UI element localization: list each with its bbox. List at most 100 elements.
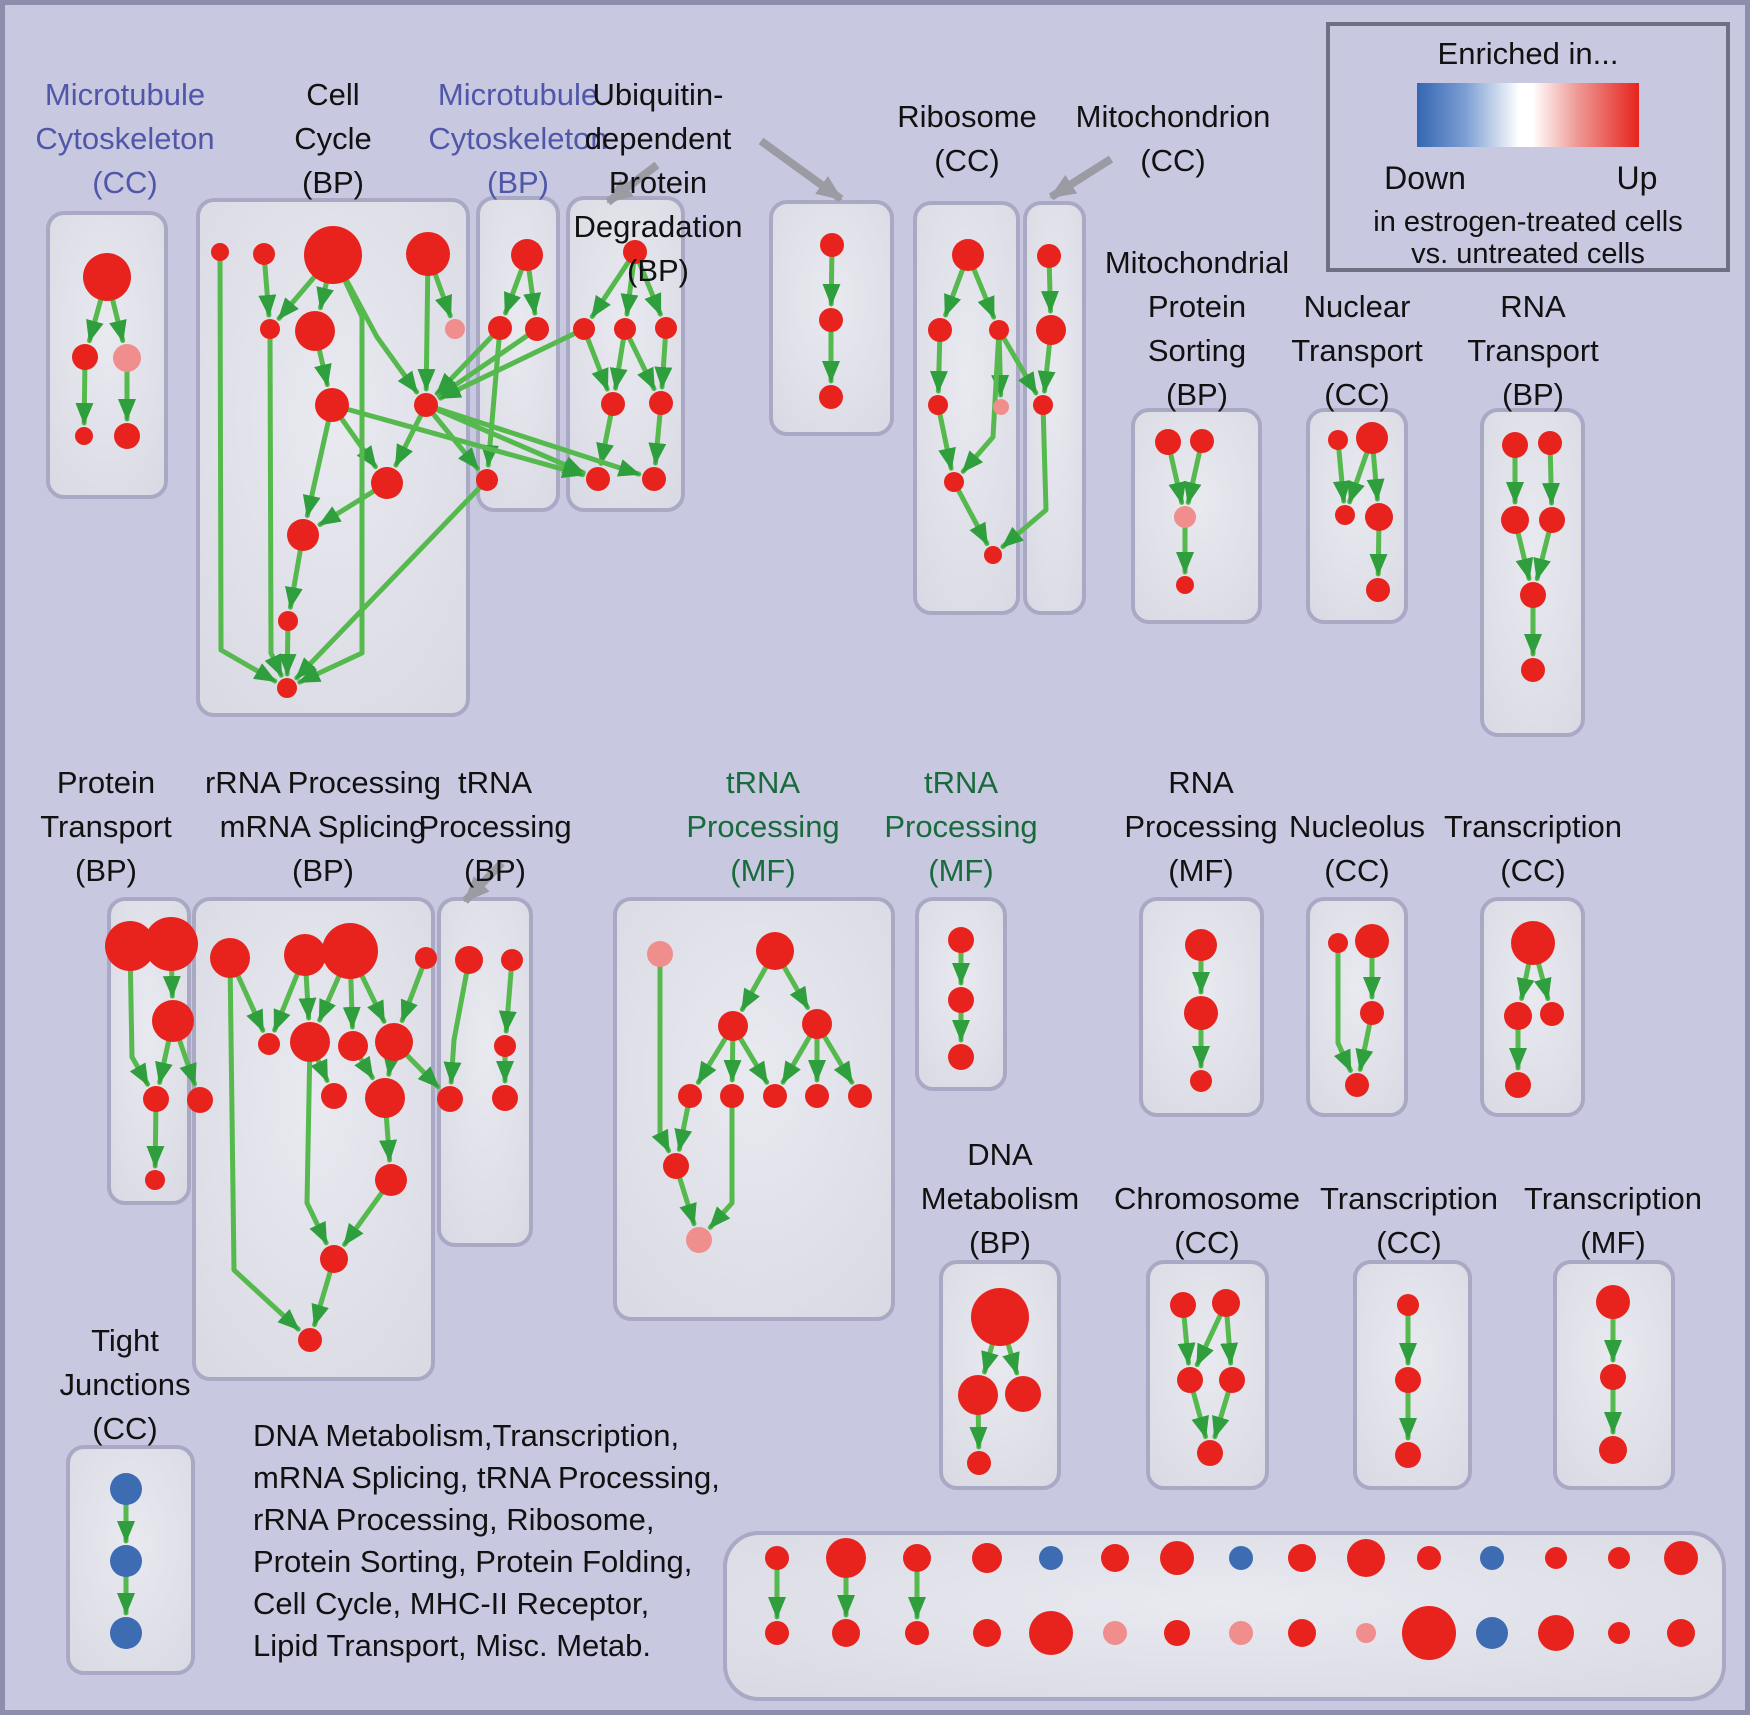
go-term-node [290, 1022, 330, 1062]
go-term-node [414, 393, 438, 417]
go-term-node [1356, 1623, 1376, 1643]
go-term-node [972, 1543, 1002, 1573]
go-term-node [601, 392, 625, 416]
go-term-node [1476, 1617, 1508, 1649]
edge [996, 327, 1039, 396]
go-term-node [1402, 1606, 1456, 1660]
go-term-node [365, 1078, 405, 1118]
go-term-node [494, 1035, 516, 1057]
go-term-node [321, 1083, 347, 1109]
go-term-node [952, 239, 984, 271]
go-term-node [655, 317, 677, 339]
network-diagram [46, 137, 1726, 1701]
go-term-node [1511, 921, 1555, 965]
go-term-node [295, 311, 335, 351]
go-term-node [375, 1023, 413, 1061]
label-pointer-arrow-icon [462, 860, 505, 904]
go-term-node [501, 949, 523, 971]
go-term-node [83, 253, 131, 301]
cluster-label-cell_cycle: Cell Cycle (BP) [294, 77, 372, 200]
cluster-label-transcription_cc2: Transcription (CC) [1443, 809, 1623, 888]
cluster-label-mito: Mitochondrion (CC) [1075, 99, 1271, 178]
go-term-node [152, 1000, 194, 1042]
go-term-node [1160, 1541, 1194, 1575]
go-term-node [848, 1084, 872, 1108]
legend-down-label: Down [1384, 160, 1466, 196]
go-term-node [1229, 1546, 1253, 1570]
go-term-node [1501, 506, 1529, 534]
go-term-node [1395, 1442, 1421, 1468]
cluster-box-transcription_cc2 [1480, 897, 1585, 1117]
edge [294, 477, 490, 681]
go-term-node [1176, 576, 1194, 594]
go-term-node [832, 1619, 860, 1647]
go-term-node [105, 921, 155, 971]
cluster-label-nucleolus: Nucleolus (CC) [1288, 809, 1426, 888]
go-term-node [114, 423, 140, 449]
go-term-node [1540, 1002, 1564, 1026]
edge [227, 955, 301, 1332]
go-term-node [765, 1621, 789, 1645]
go-term-node [1190, 429, 1214, 453]
go-term-node [284, 934, 326, 976]
go-term-node [1521, 658, 1545, 682]
go-term-node [298, 1328, 322, 1352]
cluster-label-mito_sort: Mitochondrial Protein Sorting (BP) [1104, 245, 1290, 412]
go-term-node [686, 1227, 712, 1253]
go-term-node [1600, 1364, 1626, 1390]
go-term-node [143, 1086, 169, 1112]
go-term-node [1538, 1615, 1574, 1651]
go-term-node [989, 320, 1009, 340]
edge [960, 327, 1002, 474]
go-term-node [819, 308, 843, 332]
edge [399, 955, 429, 1024]
go-term-node [338, 1031, 368, 1061]
go-term-node [72, 344, 98, 370]
go-term-node [984, 546, 1002, 564]
cluster-label-mt_cc: Microtubule Cytoskeleton (CC) [35, 77, 215, 200]
misc-note-line: rRNA Processing, Ribosome, [253, 1502, 655, 1537]
go-term-node [1599, 1436, 1627, 1464]
edge [423, 402, 586, 476]
go-term-node [1545, 1547, 1567, 1569]
go-term-node [1170, 1292, 1196, 1318]
go-term-node [958, 1375, 998, 1415]
go-term-node [445, 319, 465, 339]
go-term-node [476, 469, 498, 491]
go-term-node [1520, 582, 1546, 608]
label-pointer-arrow-icon [758, 137, 844, 203]
go-term-node [371, 467, 403, 499]
go-term-node [1185, 929, 1217, 961]
go-term-node [1184, 996, 1218, 1030]
go-term-node [1335, 505, 1355, 525]
edge [437, 326, 587, 401]
go-term-node [110, 1473, 142, 1505]
go-term-node [903, 1544, 931, 1572]
go-term-node [1355, 924, 1389, 958]
misc-note-line: Lipid Transport, Misc. Metab. [253, 1628, 651, 1663]
cluster-label-mt_bp: Microtubule Cytoskeleton (BP) [428, 77, 608, 200]
edge [651, 951, 672, 1154]
edge [217, 249, 278, 684]
cluster-label-rrna: rRNA Processing mRNA Splicing (BP) [204, 765, 442, 888]
go-term-node [110, 1617, 142, 1649]
go-term-node [678, 1084, 702, 1108]
edge [1332, 437, 1351, 504]
cluster-label-transcription_mf: Transcription (MF) [1523, 1181, 1703, 1260]
go-term-node [819, 385, 843, 409]
edge [481, 325, 503, 468]
go-term-node [763, 1084, 787, 1108]
misc-note-line: DNA Metabolism,Transcription, [253, 1418, 680, 1453]
go-term-node [511, 239, 543, 271]
go-term-node [525, 317, 549, 341]
cluster-label-rna_proc: RNA Processing (MF) [1124, 765, 1278, 888]
go-term-node [260, 319, 280, 339]
miscellaneous-clusters-note: DNA Metabolism,Transcription, mRNA Splic… [253, 1415, 720, 1667]
cluster-label-trna_mf2: tRNA Processing (MF) [884, 765, 1038, 888]
go-term-node [1039, 1546, 1063, 1570]
go-term-node [1101, 1544, 1129, 1572]
go-term-node [1360, 1001, 1384, 1025]
legend-color-gradient-bar [1417, 83, 1639, 147]
label-pointer-arrow-icon [1048, 155, 1114, 201]
go-term-node [928, 318, 952, 342]
